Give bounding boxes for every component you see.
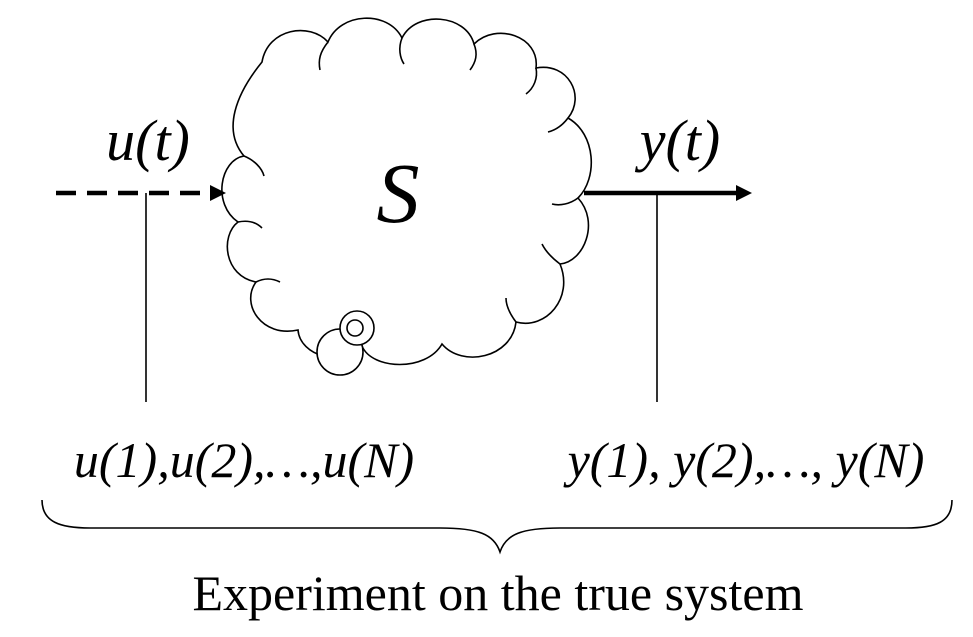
system-cloud	[221, 17, 593, 366]
input-arrow	[56, 185, 226, 201]
input-signal-label: u(t)	[106, 108, 190, 173]
output-signal-label: y(t)	[635, 108, 721, 173]
output-samples-label: y(1), y(2),…, y(N)	[563, 432, 925, 488]
output-arrow	[584, 185, 752, 201]
bubble-small	[346, 319, 364, 337]
grouping-brace	[41, 499, 953, 555]
input-samples-label: u(1),u(2),…,u(N)	[74, 432, 414, 488]
system-label: S	[377, 145, 420, 241]
thought-bubbles	[316, 310, 375, 376]
diagram-caption: Experiment on the true system	[193, 565, 804, 621]
